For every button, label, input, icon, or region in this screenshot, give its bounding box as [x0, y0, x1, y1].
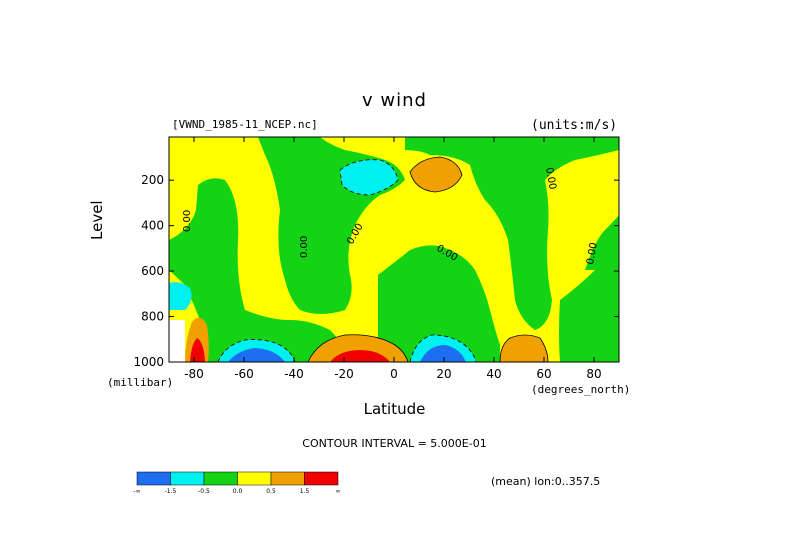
y-tick-label: 400 [141, 219, 164, 233]
contour-line [339, 159, 399, 196]
legend-swatch [136, 471, 171, 486]
legend-level-label: 0.5 [266, 488, 276, 495]
contour-label: 0.00 [585, 242, 600, 266]
fill-weak-negative-arctic [585, 215, 619, 270]
contour-line [307, 334, 409, 362]
y-tick-label: 1000 [133, 355, 164, 369]
y-unit-label: (millibar) [107, 376, 174, 389]
legend-swatch [270, 471, 305, 486]
chart-title: v wind [362, 90, 427, 111]
contour-line [217, 339, 296, 362]
contour-line [409, 334, 477, 362]
y-tick-label: 200 [141, 173, 164, 187]
fill-missing [169, 320, 185, 362]
fill-strong-positive-tropics [330, 350, 390, 362]
legend-level-label: 1.5 [300, 488, 310, 495]
x-tick-label: -80 [184, 367, 204, 381]
legend-level-label: ∞ [336, 488, 341, 495]
y-ticks: 200 400 600 800 1000 [133, 173, 619, 369]
color-legend: -∞ -1.5 -0.5 0.0 0.5 1.5 ∞ [133, 471, 341, 495]
legend-level-label: -1.5 [165, 488, 177, 495]
x-ticks: -80 -60 -40 -20 0 20 40 60 80 [184, 137, 602, 381]
contour-label: 0.00 [182, 210, 193, 232]
fill-weak-negative-sh-midlat [169, 178, 350, 362]
file-label: [VWND_1985-11_NCEP.nc] [172, 118, 318, 131]
contour-fill [169, 137, 619, 362]
fill-negative-upper [340, 159, 398, 195]
fill-positive-nh-lower [500, 335, 548, 362]
legend-swatch [304, 471, 339, 486]
contour-line [499, 334, 549, 362]
fill-strong-negative-nh [420, 345, 466, 362]
y-tick-label: 800 [141, 310, 164, 324]
x-tick-label: 20 [436, 367, 451, 381]
fill-strong-negative-sh [228, 348, 285, 362]
contour-lines [217, 156, 549, 362]
fill-weak-negative-nh-lower [378, 245, 500, 362]
legend-level-label: -0.5 [198, 488, 210, 495]
x-tick-label: 0 [390, 367, 398, 381]
x-tick-label: 40 [486, 367, 501, 381]
legend-swatch [170, 471, 205, 486]
contour-label: 0.00 [543, 167, 558, 191]
fill-strong-positive-polar [190, 338, 205, 362]
fill-positive-upper [410, 157, 462, 192]
x-tick-label: -40 [284, 367, 304, 381]
mean-label: (mean) lon:0..357.5 [491, 475, 601, 488]
units-label: (units:m/s) [531, 118, 618, 133]
x-tick-label: 80 [586, 367, 601, 381]
x-unit-label: (degrees_north) [531, 383, 631, 396]
legend-level-label: -∞ [133, 488, 140, 495]
legend-swatch [203, 471, 238, 486]
contour-line [409, 156, 463, 193]
contour-interval-label: CONTOUR INTERVAL = 5.000E-01 [302, 437, 487, 450]
legend-level-label: 0.0 [233, 488, 243, 495]
fill-negative-polar [169, 282, 192, 310]
fill-weak-negative-polar [559, 245, 619, 362]
y-tick-label: 600 [141, 264, 164, 278]
x-tick-label: -60 [234, 367, 254, 381]
x-tick-label: 60 [536, 367, 551, 381]
x-axis-label: Latitude [363, 400, 426, 418]
fill-weak-negative-nh-upper [405, 137, 619, 330]
legend-swatch [237, 471, 272, 486]
fill-positive-tropics [308, 334, 408, 362]
contour-label: 0.00 [299, 236, 310, 258]
x-tick-label: -20 [334, 367, 354, 381]
